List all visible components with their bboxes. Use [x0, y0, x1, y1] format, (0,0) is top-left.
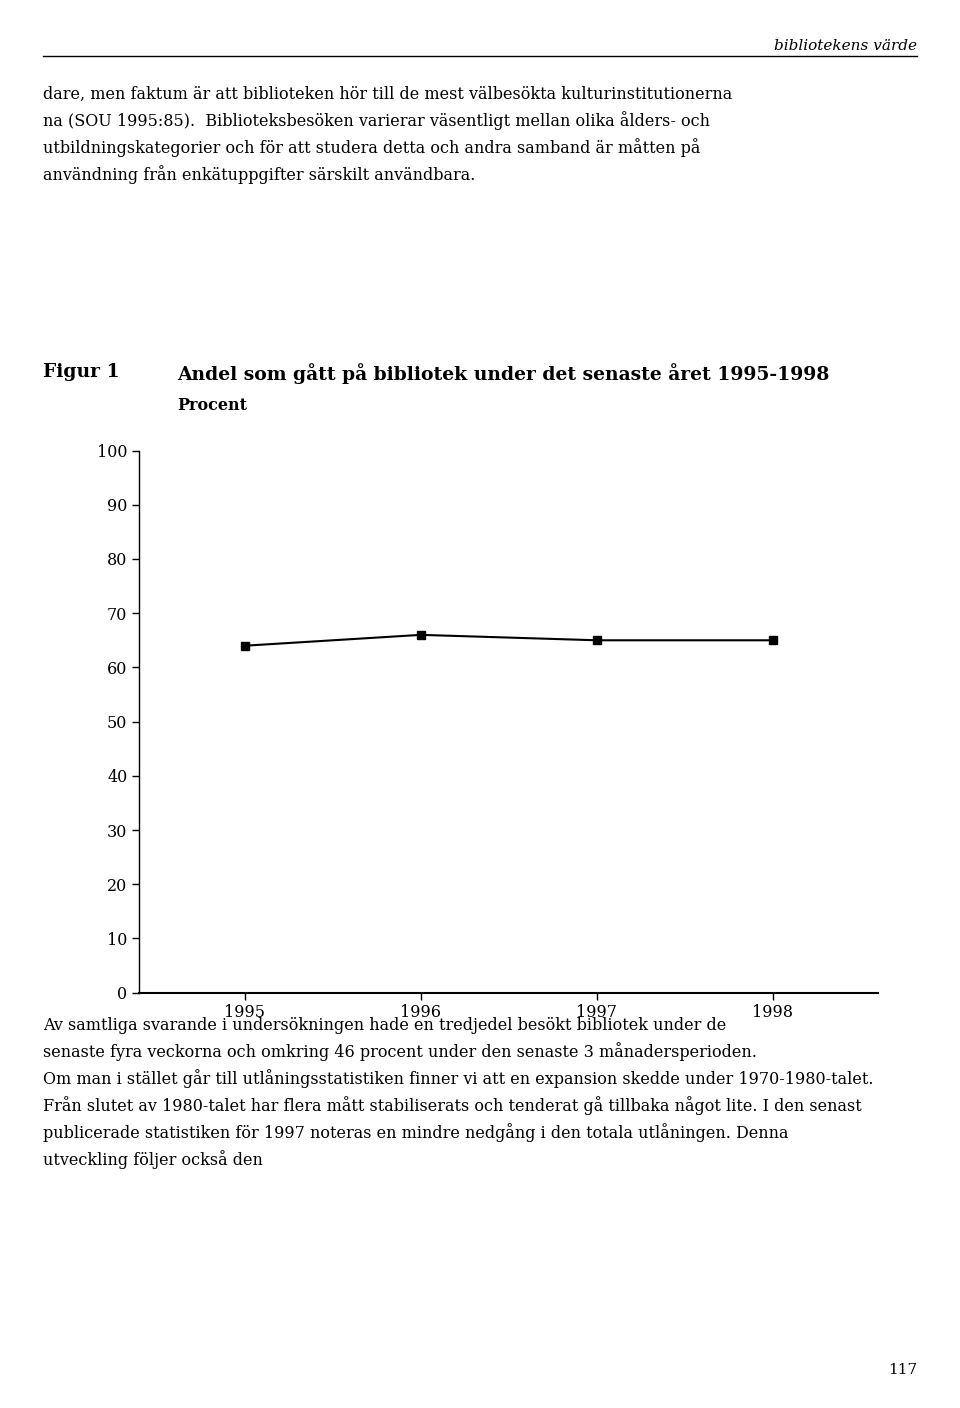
- Text: dare, men faktum är att biblioteken hör till de mest välbesökta kulturinstitutio: dare, men faktum är att biblioteken hör …: [43, 86, 732, 184]
- Text: bibliotekens värde: bibliotekens värde: [774, 39, 917, 54]
- Text: Andel som gått på bibliotek under det senaste året 1995-1998: Andel som gått på bibliotek under det se…: [178, 363, 830, 384]
- Text: Av samtliga svarande i undersökningen hade en tredjedel besökt bibliotek under d: Av samtliga svarande i undersökningen ha…: [43, 1017, 874, 1169]
- Text: Procent: Procent: [178, 397, 248, 414]
- Text: Figur 1: Figur 1: [43, 363, 120, 382]
- Text: 117: 117: [888, 1363, 917, 1377]
